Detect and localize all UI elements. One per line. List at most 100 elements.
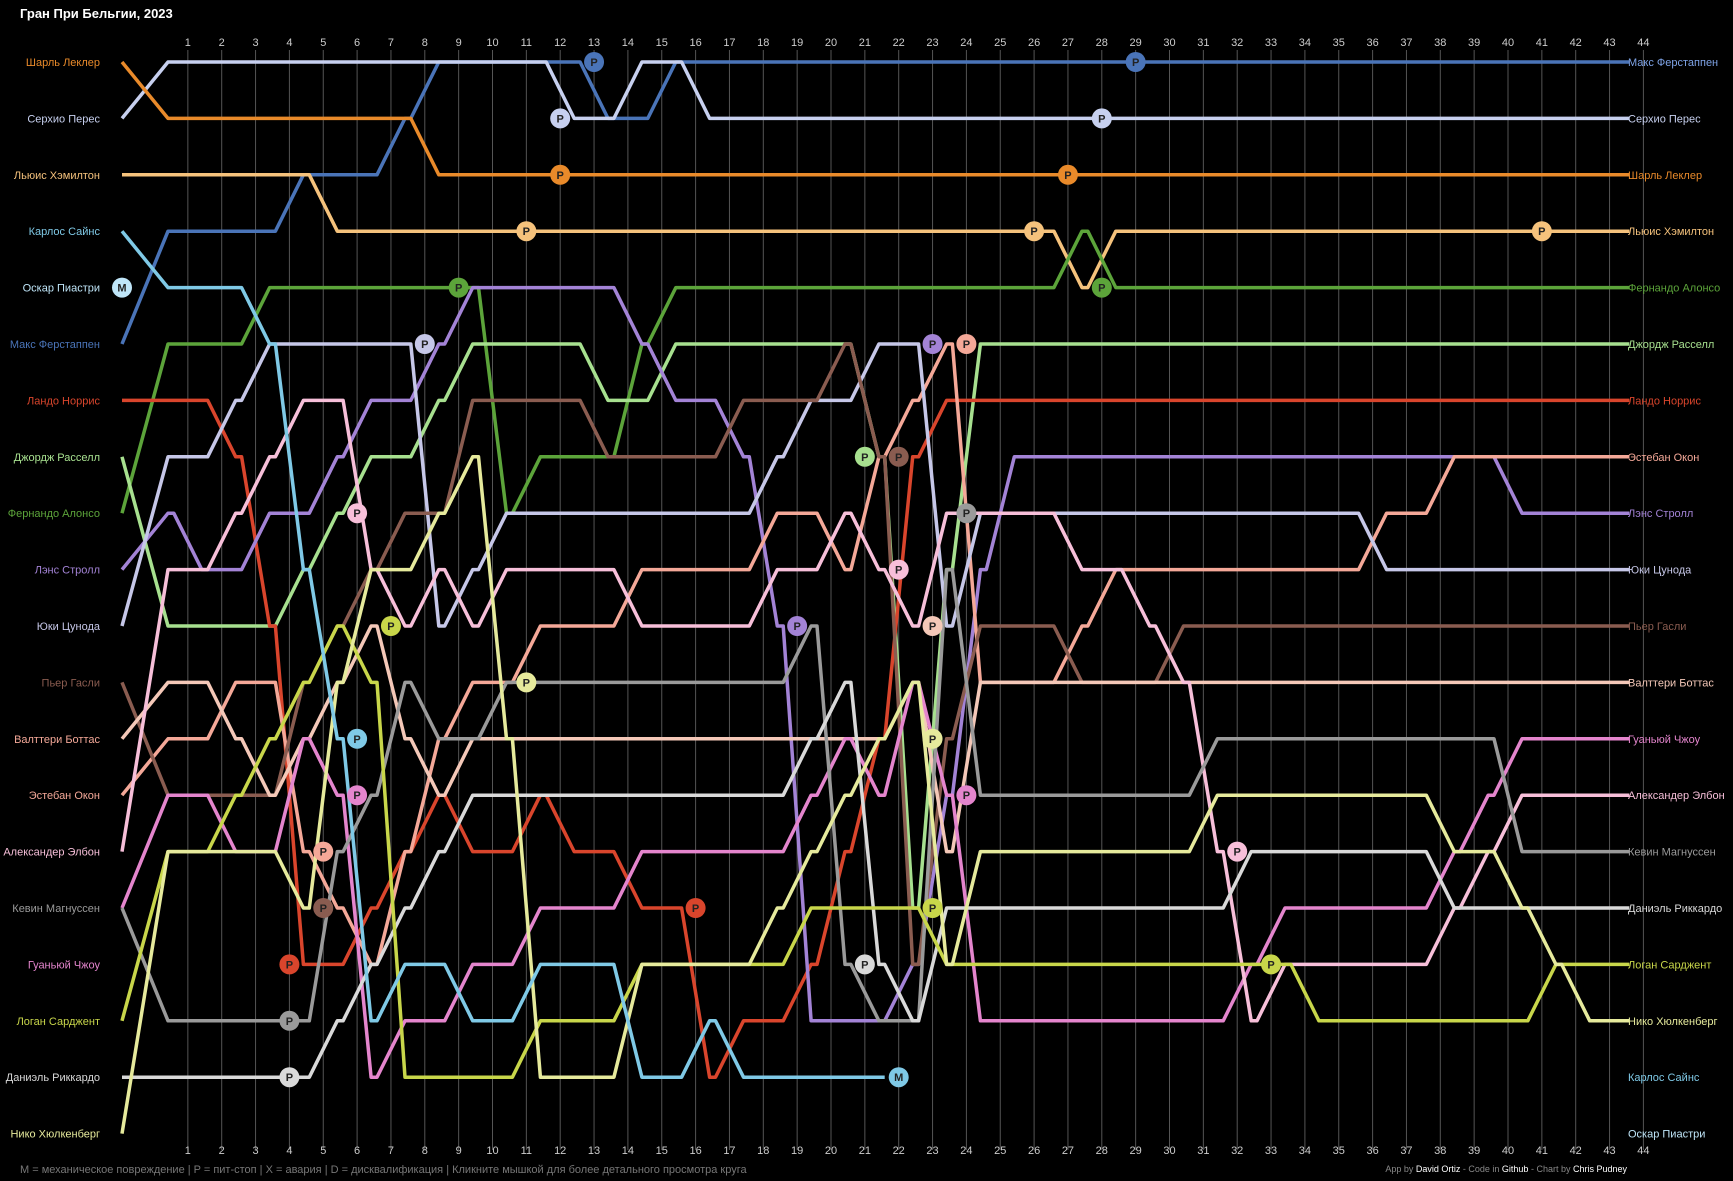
event-marker[interactable]: P: [1057, 164, 1078, 185]
marker-dot[interactable]: [448, 277, 469, 298]
marker-dot[interactable]: [888, 446, 909, 467]
event-marker[interactable]: P: [787, 616, 808, 636]
event-marker[interactable]: P: [279, 1067, 300, 1088]
marker-dot[interactable]: [1227, 841, 1248, 862]
event-marker[interactable]: P: [516, 221, 537, 242]
marker-dot[interactable]: [516, 672, 537, 693]
event-marker[interactable]: P: [550, 164, 571, 185]
marker-dot[interactable]: [922, 616, 943, 636]
driver-line[interactable]: [120, 229, 1630, 515]
marker-dot[interactable]: [414, 334, 435, 354]
driver-line[interactable]: [120, 230, 885, 1079]
event-marker[interactable]: P: [550, 108, 571, 129]
marker-dot[interactable]: [956, 785, 977, 806]
event-marker[interactable]: P: [854, 954, 875, 975]
marker-dot[interactable]: [956, 334, 977, 354]
marker-dot[interactable]: [787, 616, 808, 636]
marker-dot[interactable]: [550, 108, 571, 129]
event-marker[interactable]: M: [112, 277, 132, 298]
driver-line[interactable]: [120, 680, 1630, 1079]
marker-dot[interactable]: [380, 616, 401, 636]
marker-dot[interactable]: [1261, 954, 1282, 975]
marker-dot[interactable]: [313, 841, 334, 862]
event-marker[interactable]: P: [922, 728, 943, 749]
event-marker[interactable]: P: [347, 503, 368, 524]
event-marker[interactable]: P: [347, 728, 368, 749]
credits-link-github[interactable]: Github: [1501, 1164, 1529, 1174]
event-marker[interactable]: P: [313, 898, 334, 918]
driver-line[interactable]: [120, 342, 1630, 967]
marker-dot[interactable]: [1024, 221, 1045, 242]
event-marker[interactable]: M: [888, 1067, 909, 1088]
driver-line[interactable]: [120, 60, 1630, 121]
driver-line[interactable]: [120, 60, 1630, 345]
marker-dot[interactable]: [1125, 52, 1146, 72]
marker-dot[interactable]: [956, 503, 977, 524]
event-marker[interactable]: P: [313, 841, 334, 862]
event-marker[interactable]: P: [854, 446, 875, 467]
marker-dot[interactable]: [550, 164, 571, 185]
driver-line[interactable]: [120, 624, 1630, 1079]
marker-dot[interactable]: [685, 898, 706, 918]
marker-dot[interactable]: [279, 1010, 300, 1031]
event-marker[interactable]: P: [888, 559, 909, 580]
driver-line[interactable]: [120, 60, 1630, 177]
event-marker[interactable]: P: [922, 334, 943, 354]
driver-line[interactable]: [120, 398, 1630, 1023]
marker-dot[interactable]: [888, 1067, 909, 1088]
marker-dot[interactable]: [854, 446, 875, 467]
event-marker[interactable]: P: [922, 898, 943, 918]
event-marker[interactable]: P: [1091, 277, 1112, 298]
marker-dot[interactable]: [1057, 164, 1078, 185]
marker-dot[interactable]: [922, 334, 943, 354]
driver-line[interactable]: [120, 567, 1630, 1023]
event-marker[interactable]: P: [685, 898, 706, 918]
event-marker[interactable]: P: [1261, 954, 1282, 975]
marker-dot[interactable]: [279, 954, 300, 975]
event-marker[interactable]: P: [584, 52, 605, 72]
marker-dot[interactable]: [347, 503, 368, 524]
event-marker[interactable]: P: [956, 503, 977, 524]
marker-dot[interactable]: [112, 277, 132, 298]
event-marker[interactable]: P: [516, 672, 537, 693]
event-marker[interactable]: P: [1531, 221, 1552, 242]
credits-link-chart-author[interactable]: Chris Pudney: [1572, 1164, 1627, 1174]
event-marker[interactable]: P: [1125, 52, 1146, 72]
marker-dot[interactable]: [922, 728, 943, 749]
marker-dot[interactable]: [1531, 221, 1552, 242]
marker-dot[interactable]: [922, 898, 943, 918]
marker-dot[interactable]: [888, 559, 909, 580]
event-markers[interactable]: M P P P P P P P P P P P P P P P P P P P P P P P P P P P P P P P P P P P P P M: [112, 52, 1552, 1088]
marker-dot[interactable]: [584, 52, 605, 72]
event-marker[interactable]: P: [279, 954, 300, 975]
driver-lines[interactable]: [120, 60, 1630, 1134]
driver-line[interactable]: [120, 285, 1630, 1023]
event-marker[interactable]: P: [956, 785, 977, 806]
lap-tick-top: 11: [521, 37, 532, 49]
event-marker[interactable]: P: [347, 785, 368, 806]
event-marker[interactable]: P: [448, 277, 469, 298]
marker-dot[interactable]: [1091, 277, 1112, 298]
event-marker[interactable]: P: [414, 334, 435, 354]
event-marker[interactable]: P: [1227, 841, 1248, 862]
driver-line[interactable]: [122, 173, 1630, 290]
event-marker[interactable]: P: [956, 334, 977, 354]
event-marker[interactable]: P: [888, 446, 909, 467]
event-marker[interactable]: P: [380, 616, 401, 636]
marker-dot[interactable]: [1091, 108, 1112, 129]
driver-line[interactable]: [120, 455, 1630, 1134]
credits-link-author[interactable]: David Ortiz: [1415, 1164, 1461, 1174]
marker-dot[interactable]: [279, 1067, 300, 1088]
marker-dot[interactable]: [854, 954, 875, 975]
driver-line[interactable]: [120, 342, 1630, 628]
marker-dot[interactable]: [313, 898, 334, 918]
event-marker[interactable]: P: [279, 1010, 300, 1031]
event-marker[interactable]: P: [1024, 221, 1045, 242]
marker-dot[interactable]: [347, 785, 368, 806]
marker-dot[interactable]: [516, 221, 537, 242]
lap-tick-top: 43: [1603, 37, 1615, 49]
marker-dot[interactable]: [347, 728, 368, 749]
event-marker[interactable]: P: [1091, 108, 1112, 129]
event-marker[interactable]: P: [922, 616, 943, 636]
